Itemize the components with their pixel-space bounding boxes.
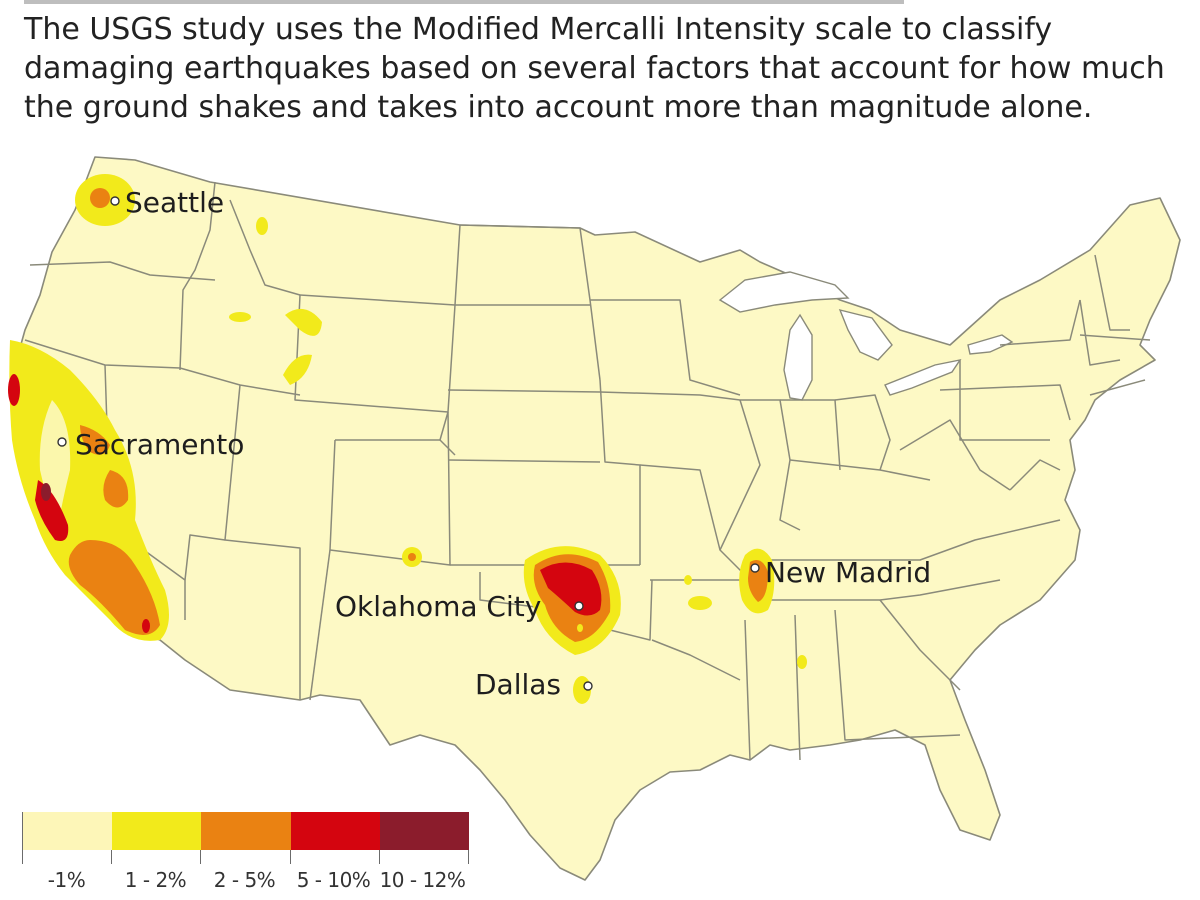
legend-label: 2 - 5% (213, 868, 276, 892)
city-label-new-madrid: New Madrid (765, 556, 931, 589)
legend-swatch (379, 812, 470, 850)
city-label-dallas: Dallas (475, 668, 561, 701)
hazard-zones (8, 174, 807, 704)
legend-swatch (201, 812, 291, 850)
legend-tick-marks (22, 850, 470, 864)
legend-color-bar (22, 812, 470, 850)
cropped-heading-remnant (24, 0, 904, 4)
lake-michigan (783, 313, 813, 401)
legend-label: 5 - 10% (296, 868, 371, 892)
legend-swatch (290, 812, 380, 850)
city-label-sacramento: Sacramento (75, 428, 244, 461)
city-markers (57, 196, 760, 691)
lake-erie (884, 358, 962, 396)
legend-label: 10 - 12% (379, 868, 466, 892)
lake-ontario (967, 334, 1014, 355)
city-dot-dallas (583, 681, 593, 691)
city-label-seattle: Seattle (125, 186, 224, 219)
lake-superior (718, 271, 850, 313)
city-dot-seattle (110, 196, 120, 206)
legend-labels: -1% 1 - 2% 2 - 5% 5 - 10% 10 - 12% (22, 868, 482, 898)
map-caption: The USGS study uses the Modified Mercall… (24, 12, 1165, 125)
legend-label: 1 - 2% (124, 868, 187, 892)
us-outline (14, 156, 1181, 881)
city-dot-sacramento (57, 437, 67, 447)
city-label-oklahoma-city: Oklahoma City (335, 590, 541, 623)
legend-swatch (112, 812, 202, 850)
city-dot-oklahoma-city (574, 601, 584, 611)
city-dot-new-madrid (750, 563, 760, 573)
lake-huron (838, 308, 893, 361)
legend-label: -1% (47, 868, 86, 892)
legend-swatch (23, 812, 113, 850)
